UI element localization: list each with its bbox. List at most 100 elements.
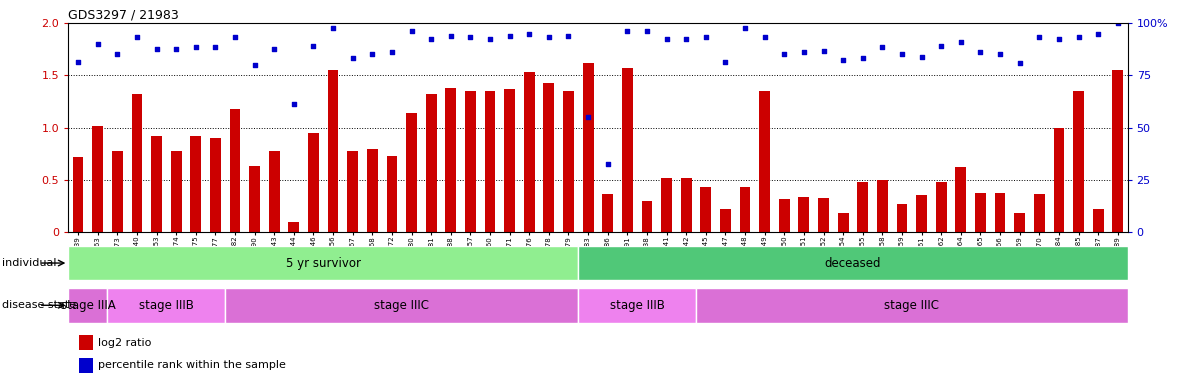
Bar [210, 138, 221, 232]
Point [853, 55, 872, 61]
Point [186, 44, 205, 50]
Text: stage IIIB: stage IIIB [139, 299, 194, 312]
Bar [68, 288, 107, 323]
Point [167, 46, 186, 52]
Bar [132, 94, 142, 232]
Point [265, 46, 284, 52]
Point [716, 59, 734, 65]
Bar [661, 178, 672, 232]
Point [1030, 33, 1049, 40]
Point [794, 49, 813, 55]
Bar [739, 187, 751, 232]
Text: deceased: deceased [825, 257, 882, 270]
Point [559, 33, 578, 39]
Bar [288, 222, 299, 232]
Bar [73, 157, 84, 232]
Point [206, 44, 225, 50]
Text: individual: individual [2, 258, 56, 268]
Bar [583, 63, 593, 232]
Point [226, 33, 245, 40]
Bar [916, 195, 927, 232]
Bar [680, 178, 692, 232]
Bar [465, 91, 476, 232]
Text: disease state: disease state [2, 300, 77, 310]
Point [500, 33, 519, 39]
Bar [720, 209, 731, 232]
Text: stage IIIC: stage IIIC [374, 299, 430, 312]
Bar [936, 182, 946, 232]
Point [736, 25, 754, 31]
Point [108, 51, 127, 58]
Bar [79, 358, 93, 373]
Text: percentile rank within the sample: percentile rank within the sample [98, 361, 286, 371]
Bar [268, 151, 280, 232]
Point [480, 36, 499, 42]
Point [68, 59, 87, 65]
Point [598, 161, 617, 167]
Text: 5 yr survivor: 5 yr survivor [286, 257, 361, 270]
Point [363, 51, 381, 58]
Point [951, 39, 970, 45]
Point [1089, 30, 1108, 36]
Bar [504, 89, 516, 232]
Point [833, 56, 852, 63]
Bar [92, 126, 104, 232]
Bar [818, 198, 829, 232]
Bar [230, 109, 240, 232]
Point [461, 33, 480, 40]
Point [1109, 20, 1128, 26]
Point [1010, 60, 1029, 66]
Point [873, 44, 892, 50]
Bar [621, 68, 633, 232]
Text: stage IIIB: stage IIIB [610, 299, 665, 312]
Point [638, 28, 657, 35]
Bar [1015, 214, 1025, 232]
Bar [578, 246, 1128, 280]
Bar [327, 70, 339, 232]
Point [697, 33, 716, 40]
Bar [877, 180, 887, 232]
Bar [1033, 194, 1045, 232]
Bar [426, 94, 437, 232]
Point [618, 28, 637, 35]
Point [932, 43, 951, 49]
Point [1069, 33, 1088, 40]
Bar [485, 91, 496, 232]
Bar [1053, 127, 1064, 232]
Bar [445, 88, 457, 232]
Point [245, 62, 264, 68]
Point [403, 28, 421, 35]
Bar [578, 288, 696, 323]
Point [324, 25, 343, 31]
Bar [250, 166, 260, 232]
Bar [406, 113, 417, 232]
Bar [641, 201, 652, 232]
Bar [386, 156, 398, 232]
Bar [696, 288, 1128, 323]
Text: log2 ratio: log2 ratio [98, 338, 152, 348]
Point [774, 51, 793, 58]
Bar [857, 182, 869, 232]
Bar [524, 72, 534, 232]
Point [127, 33, 146, 40]
Bar [308, 133, 319, 232]
Bar [1112, 70, 1123, 232]
Point [814, 48, 833, 55]
Bar [759, 91, 770, 232]
Point [971, 49, 990, 55]
Bar [107, 288, 225, 323]
Bar [112, 151, 122, 232]
Bar [995, 192, 1005, 232]
Bar [798, 197, 810, 232]
Bar [68, 246, 578, 280]
Point [677, 36, 696, 42]
Bar [79, 336, 93, 350]
Bar [897, 204, 907, 232]
Bar [151, 136, 162, 232]
Point [285, 101, 304, 107]
Text: stage IIIC: stage IIIC [884, 299, 939, 312]
Bar [603, 194, 613, 232]
Point [421, 36, 440, 42]
Point [304, 43, 322, 49]
Bar [838, 214, 849, 232]
